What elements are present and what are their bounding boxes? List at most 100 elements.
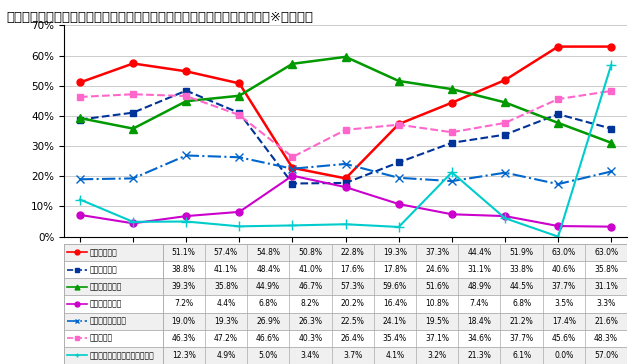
- Text: 57.0%: 57.0%: [594, 351, 618, 360]
- 母集団の確保: [395, 122, 403, 126]
- 辞退の増加: [236, 113, 243, 117]
- 母集団の確保: [607, 44, 615, 49]
- マンパワーの不足: [607, 169, 615, 174]
- （スケジュール変更対応関連）: [607, 63, 615, 67]
- セミナー動員: [76, 118, 84, 122]
- Text: 37.3%: 37.3%: [425, 248, 449, 257]
- Bar: [64, 244, 627, 261]
- Text: 48.4%: 48.4%: [256, 265, 280, 274]
- Text: 37.1%: 37.1%: [425, 334, 449, 343]
- Text: 34.6%: 34.6%: [467, 334, 492, 343]
- Text: 5.0%: 5.0%: [259, 351, 278, 360]
- マンパワーの不足: [448, 179, 456, 183]
- Bar: [64, 347, 627, 364]
- 母集団の確保: [182, 69, 190, 74]
- Text: 63.0%: 63.0%: [594, 248, 618, 257]
- 採用費用の削減: [554, 224, 562, 228]
- Line: （スケジュール変更対応関連）: （スケジュール変更対応関連）: [75, 60, 616, 241]
- Text: 26.3%: 26.3%: [298, 317, 323, 326]
- Text: 4.9%: 4.9%: [216, 351, 236, 360]
- （スケジュール変更対応関連）: [395, 225, 403, 229]
- Text: 46.7%: 46.7%: [298, 282, 323, 291]
- （スケジュール変更対応関連）: [129, 219, 137, 224]
- Text: 46.6%: 46.6%: [256, 334, 280, 343]
- 学生の質の低下: [501, 100, 509, 104]
- Text: 19.3%: 19.3%: [383, 248, 407, 257]
- Text: 「採用活動の印象」が「厳しかった」と回答した理由（全体・年次推移）※複数回答: 「採用活動の印象」が「厳しかった」と回答した理由（全体・年次推移）※複数回答: [6, 11, 314, 24]
- 採用費用の削減: [501, 214, 509, 218]
- Text: 47.2%: 47.2%: [214, 334, 238, 343]
- マンパワーの不足: [501, 170, 509, 175]
- マンパワーの不足: [236, 155, 243, 159]
- Text: 46.3%: 46.3%: [172, 334, 196, 343]
- Text: 21.6%: 21.6%: [594, 317, 618, 326]
- 母集団の確保: [289, 166, 296, 170]
- Text: 7.2%: 7.2%: [174, 300, 193, 308]
- Text: 41.0%: 41.0%: [298, 265, 323, 274]
- 学生の質の低下: [448, 87, 456, 91]
- Text: 37.7%: 37.7%: [509, 334, 534, 343]
- 学生の質の低下: [289, 62, 296, 66]
- 母集団の確保: [501, 78, 509, 82]
- 採用費用の削減: [76, 213, 84, 217]
- Line: 母集団の確保: 母集団の確保: [76, 43, 615, 182]
- Line: セミナー動員: セミナー動員: [76, 87, 615, 187]
- Text: 3.7%: 3.7%: [343, 351, 362, 360]
- Text: 40.6%: 40.6%: [552, 265, 576, 274]
- Text: 40.3%: 40.3%: [298, 334, 323, 343]
- Bar: [64, 278, 627, 295]
- Text: 59.6%: 59.6%: [383, 282, 407, 291]
- Text: 44.5%: 44.5%: [509, 282, 534, 291]
- 母集団の確保: [236, 81, 243, 86]
- Text: 31.1%: 31.1%: [467, 265, 492, 274]
- Text: 21.2%: 21.2%: [509, 317, 534, 326]
- Text: マンパワーの不足: マンパワーの不足: [90, 317, 126, 326]
- （スケジュール変更対応関連）: [554, 234, 562, 239]
- マンパワーの不足: [395, 175, 403, 180]
- Text: 35.8%: 35.8%: [214, 282, 238, 291]
- Text: 26.9%: 26.9%: [256, 317, 280, 326]
- Text: 20.2%: 20.2%: [340, 300, 365, 308]
- 学生の質の低下: [554, 121, 562, 125]
- 採用費用の削減: [448, 212, 456, 217]
- （スケジュール変更対応関連）: [289, 223, 296, 228]
- 学生の質の低下: [182, 99, 190, 103]
- Line: マンパワーの不足: マンパワーの不足: [76, 151, 616, 188]
- Text: 50.8%: 50.8%: [298, 248, 323, 257]
- Text: 37.7%: 37.7%: [552, 282, 576, 291]
- Text: （スケジュール変更対応関連）: （スケジュール変更対応関連）: [90, 351, 154, 360]
- Text: 0.0%: 0.0%: [554, 351, 573, 360]
- マンパワーの不足: [76, 177, 84, 182]
- Text: 35.4%: 35.4%: [383, 334, 407, 343]
- マンパワーの不足: [342, 162, 349, 166]
- セミナー動員: [129, 110, 137, 115]
- Text: 7.4%: 7.4%: [470, 300, 489, 308]
- Text: 8.2%: 8.2%: [301, 300, 320, 308]
- （スケジュール変更対応関連）: [342, 222, 349, 226]
- セミナー動員: [395, 160, 403, 165]
- Text: 45.6%: 45.6%: [552, 334, 576, 343]
- （スケジュール変更対応関連）: [501, 216, 509, 220]
- マンパワーの不足: [554, 182, 562, 186]
- 辞退の増加: [76, 95, 84, 99]
- Text: 39.3%: 39.3%: [172, 282, 196, 291]
- 辞退の増加: [289, 155, 296, 159]
- 辞退の増加: [448, 130, 456, 134]
- Text: 3.5%: 3.5%: [554, 300, 573, 308]
- Text: 18.4%: 18.4%: [467, 317, 492, 326]
- 辞退の増加: [395, 123, 403, 127]
- Text: 57.3%: 57.3%: [340, 282, 365, 291]
- セミナー動員: [289, 181, 296, 186]
- 採用費用の削減: [607, 225, 615, 229]
- Text: 6.1%: 6.1%: [512, 351, 531, 360]
- Text: 19.3%: 19.3%: [214, 317, 238, 326]
- 母集団の確保: [129, 61, 137, 66]
- Bar: [64, 261, 627, 278]
- Text: 24.6%: 24.6%: [425, 265, 449, 274]
- セミナー動員: [607, 126, 615, 131]
- 学生の質の低下: [236, 94, 243, 98]
- セミナー動員: [342, 181, 349, 185]
- 辞退の増加: [554, 97, 562, 101]
- Text: 48.9%: 48.9%: [467, 282, 492, 291]
- 学生の質の低下: [76, 116, 84, 120]
